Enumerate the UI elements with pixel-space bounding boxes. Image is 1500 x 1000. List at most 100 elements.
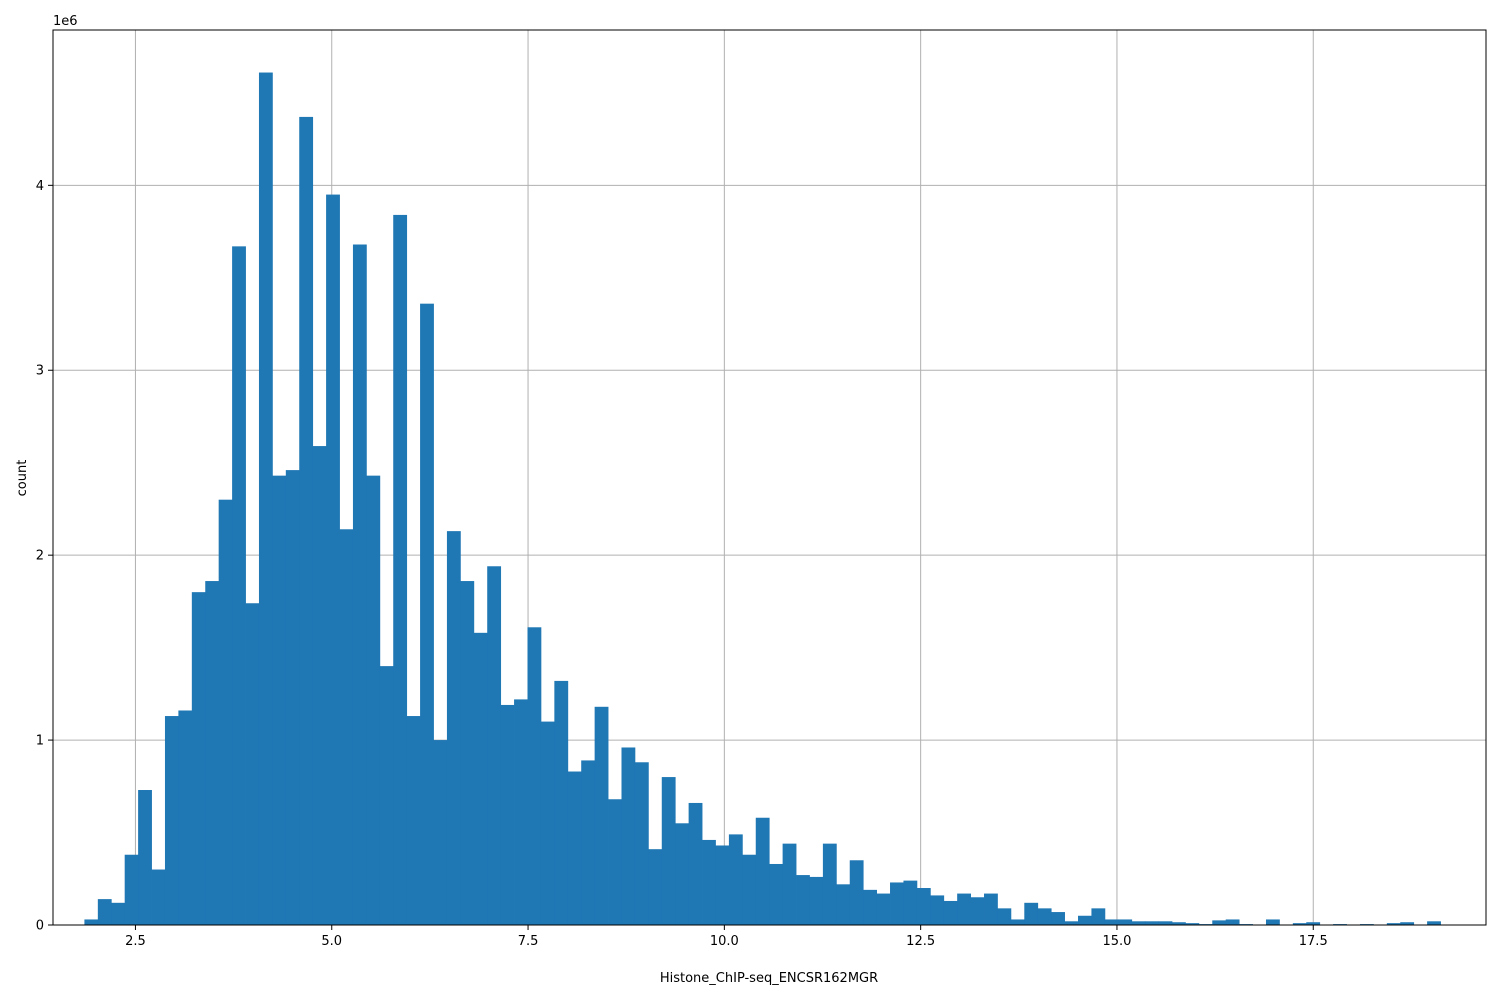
histogram-bar xyxy=(1292,923,1307,925)
histogram-bar xyxy=(487,566,502,925)
histogram-bar xyxy=(863,889,878,925)
histogram-bar xyxy=(957,893,971,925)
y-tick-label: 2 xyxy=(36,549,44,564)
y-offset-label: 1e6 xyxy=(53,14,78,29)
histogram-bar xyxy=(1051,912,1065,925)
histogram-bar xyxy=(903,880,918,925)
x-tick-label: 7.5 xyxy=(518,934,539,949)
histogram-bar xyxy=(876,893,891,925)
histogram-bar xyxy=(648,849,663,925)
histogram-bar xyxy=(473,632,488,925)
histogram-bar xyxy=(1306,922,1321,925)
histogram-bar xyxy=(822,843,837,925)
histogram-bar xyxy=(1400,922,1415,925)
grid-layer xyxy=(53,30,1486,926)
histogram-bar xyxy=(433,740,448,925)
histogram-bar xyxy=(594,706,609,925)
histogram-bar xyxy=(272,475,287,925)
histogram-bar xyxy=(715,845,730,925)
histogram-bar xyxy=(406,716,421,925)
histogram-bar xyxy=(500,704,515,925)
histogram-bar xyxy=(1118,919,1133,925)
histogram-bar xyxy=(339,529,354,925)
histogram-bar xyxy=(285,470,300,925)
histogram-bar xyxy=(943,900,958,925)
histogram-bar xyxy=(258,72,273,925)
histogram-bar xyxy=(675,823,690,925)
histogram-bar xyxy=(1158,921,1173,925)
histogram-bar xyxy=(1131,921,1146,925)
histogram-bar xyxy=(218,499,233,925)
histogram-bar xyxy=(782,843,797,925)
histogram-bar xyxy=(138,790,152,925)
histogram-bar xyxy=(554,680,569,925)
histogram-bar xyxy=(742,854,757,925)
histogram-bar xyxy=(1010,919,1025,925)
histogram-bar xyxy=(1386,923,1401,925)
histogram-bar xyxy=(997,908,1012,925)
bars-layer xyxy=(84,72,1441,926)
histogram-bar xyxy=(581,760,596,925)
x-tick-label: 2.5 xyxy=(125,934,146,949)
histogram-bar xyxy=(1024,902,1039,925)
histogram-bar xyxy=(1037,908,1052,925)
histogram-bar xyxy=(245,603,260,925)
histogram-bar xyxy=(540,721,555,925)
y-tick-label: 0 xyxy=(36,919,44,934)
histogram-bar xyxy=(849,860,864,925)
histogram-bar xyxy=(1078,915,1092,925)
histogram-bar xyxy=(984,893,998,925)
y-tick-label: 1 xyxy=(36,734,44,749)
histogram-bar xyxy=(527,627,542,925)
y-axis-label: count xyxy=(15,460,30,497)
histogram-bar xyxy=(312,446,327,925)
histogram-bar xyxy=(634,762,649,925)
histogram-bar xyxy=(232,246,246,926)
histogram-bar xyxy=(446,531,461,925)
histogram-bar xyxy=(930,895,945,925)
histogram-bar xyxy=(420,303,434,925)
histogram-bar xyxy=(205,581,220,925)
histogram-bar xyxy=(326,194,340,926)
histogram-bar xyxy=(366,475,381,925)
histogram-bar xyxy=(111,902,126,925)
histogram-bar xyxy=(755,817,770,925)
histogram-bar xyxy=(608,799,622,925)
histogram-bar xyxy=(836,884,851,925)
histogram-bar xyxy=(970,897,985,925)
plot-frame xyxy=(52,29,1487,926)
histogram-bar xyxy=(916,888,931,925)
histogram-bar xyxy=(352,244,367,925)
x-tick-label: 5.0 xyxy=(321,934,342,949)
histogram-bar xyxy=(796,875,810,925)
histogram-bar xyxy=(567,771,582,925)
histogram-bar xyxy=(178,710,193,925)
histogram-bar xyxy=(621,747,636,925)
histogram-bar xyxy=(191,592,206,925)
histogram-bar xyxy=(84,919,99,925)
histogram-bar xyxy=(702,839,716,925)
histogram-bar xyxy=(514,699,528,925)
histogram-bar xyxy=(1212,920,1227,925)
histogram-bar xyxy=(164,716,179,925)
histogram-bar xyxy=(1104,919,1119,925)
histogram-bar xyxy=(1145,921,1159,925)
histogram-bar xyxy=(97,899,112,925)
histogram-bar xyxy=(688,802,703,925)
x-tick-label: 17.5 xyxy=(1299,934,1328,949)
x-tick-label: 15.0 xyxy=(1102,934,1131,949)
histogram-bar xyxy=(124,854,139,925)
y-tick-label: 3 xyxy=(36,364,44,379)
histogram-bar xyxy=(1427,921,1441,925)
histogram-bar xyxy=(393,214,408,925)
histogram-bar xyxy=(809,876,824,925)
y-tick-label: 4 xyxy=(36,179,44,194)
histogram-bar xyxy=(1265,919,1280,925)
histogram-bar xyxy=(890,882,904,925)
histogram-bar xyxy=(661,777,676,925)
histogram-bar xyxy=(1185,923,1200,925)
histogram-bar xyxy=(379,666,394,925)
histogram-bar xyxy=(151,869,166,925)
histogram-bar xyxy=(769,863,784,925)
